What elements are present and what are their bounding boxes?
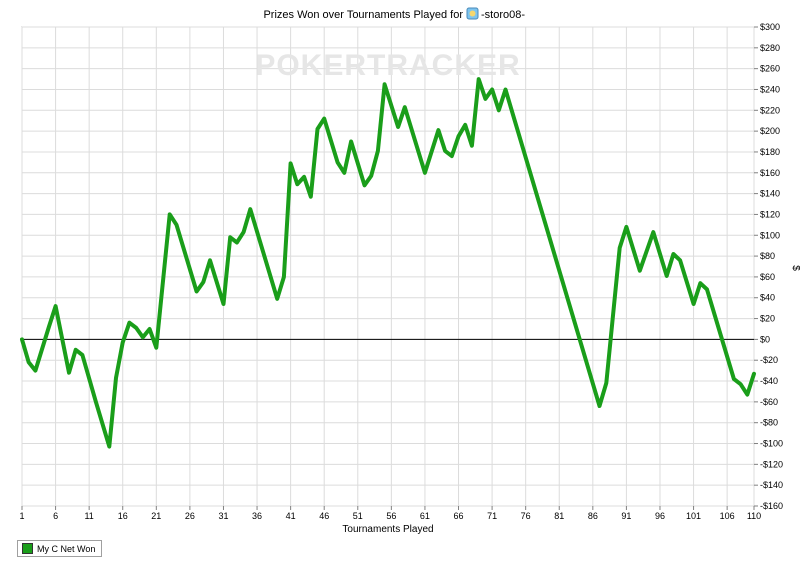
y-tick-label: $300 — [760, 22, 780, 32]
y-tick-label: $200 — [760, 126, 780, 136]
y-axis: $300 $280 $260 $240 $220 $200 $180 $160 $140 $120… — [754, 22, 783, 511]
y-tick-label: $260 — [760, 64, 780, 74]
x-axis-label: Tournaments Played — [342, 524, 433, 535]
x-tick-label: 76 — [521, 511, 531, 521]
x-tick-label: 86 — [588, 511, 598, 521]
x-tick-label: 16 — [118, 511, 128, 521]
y-tick-label: -$120 — [760, 459, 783, 469]
y-tick-label: -$80 — [760, 418, 778, 428]
poker-tracker-watermark: POKERTRACKER — [255, 49, 520, 82]
y-tick-label: $180 — [760, 147, 780, 157]
x-tick-label: 51 — [353, 511, 363, 521]
y-tick-label: $120 — [760, 209, 780, 219]
x-tick-label: 71 — [487, 511, 497, 521]
chart-player-name: -storo08- — [481, 9, 525, 21]
x-axis: 1 6 11 16 21 26 31 36 41 46 51 56 61 66 71 76 81 86 91 96 10… — [19, 506, 761, 521]
x-tick-label: 66 — [454, 511, 464, 521]
y-tick-label: $240 — [760, 84, 780, 94]
x-tick-label: 6 — [53, 511, 58, 521]
y-tick-label: $0 — [760, 334, 770, 344]
plot-area — [21, 26, 755, 507]
legend: My C Net Won — [17, 540, 103, 557]
x-tick-label: 110 — [747, 511, 761, 521]
y-axis-label: $ — [790, 265, 800, 271]
y-tick-label: $220 — [760, 105, 780, 115]
x-tick-label: 41 — [286, 511, 296, 521]
y-tick-label: -$60 — [760, 397, 778, 407]
x-tick-label: 91 — [621, 511, 631, 521]
series-line-0 — [20, 77, 756, 449]
legend-swatch-icon — [22, 543, 33, 554]
y-tick-label: $140 — [760, 189, 780, 199]
chart-title: Prizes Won over Tournaments Played for — [263, 9, 463, 21]
y-tick-label: -$100 — [760, 439, 783, 449]
y-tick-label: $80 — [760, 251, 775, 261]
y-tick-label: -$140 — [760, 480, 783, 490]
y-tick-label: $60 — [760, 272, 775, 282]
x-tick-label: 46 — [319, 511, 329, 521]
x-tick-label: 96 — [655, 511, 665, 521]
x-tick-label: 21 — [151, 511, 161, 521]
x-tick-label: 56 — [386, 511, 396, 521]
x-tick-label: 31 — [218, 511, 228, 521]
y-tick-label: $20 — [760, 314, 775, 324]
player-icon — [466, 7, 479, 20]
x-tick-label: 81 — [554, 511, 564, 521]
y-tick-label: $100 — [760, 230, 780, 240]
y-tick-label: -$20 — [760, 355, 778, 365]
y-tick-label: $160 — [760, 168, 780, 178]
series-layer — [20, 77, 756, 449]
y-tick-label: -$160 — [760, 501, 783, 511]
x-tick-label: 36 — [252, 511, 262, 521]
x-tick-label: 61 — [420, 511, 430, 521]
x-tick-label: 11 — [84, 511, 93, 521]
y-tick-label: $40 — [760, 293, 775, 303]
legend-item-label: My C Net Won — [37, 543, 96, 554]
x-tick-label: 26 — [185, 511, 195, 521]
x-tick-label: 1 — [19, 511, 24, 521]
y-tick-label: $280 — [760, 43, 780, 53]
y-tick-label: -$40 — [760, 376, 778, 386]
x-tick-label: 101 — [686, 511, 701, 521]
x-tick-label: 106 — [720, 511, 735, 521]
